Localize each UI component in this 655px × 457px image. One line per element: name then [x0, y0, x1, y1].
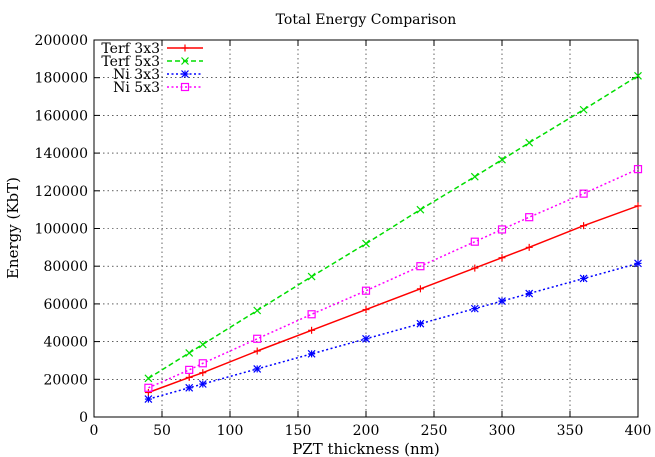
data-point — [307, 272, 316, 281]
y-tick-label: 20000 — [43, 372, 88, 388]
data-point — [308, 326, 316, 334]
data-series — [144, 71, 643, 404]
data-point — [181, 70, 189, 78]
data-point — [634, 202, 642, 210]
data-point — [253, 306, 262, 315]
data-point — [253, 347, 261, 355]
y-tick-label: 200000 — [35, 33, 88, 49]
data-point — [634, 259, 642, 268]
data-point — [361, 286, 371, 295]
y-axis-label: Energy (KbT) — [4, 177, 22, 279]
y-tick-label: 100000 — [35, 222, 88, 238]
data-point — [580, 222, 588, 230]
data-point — [525, 213, 534, 222]
data-point — [634, 71, 642, 80]
data-point — [307, 310, 316, 319]
x-tick-label: 400 — [625, 423, 652, 439]
data-point — [471, 264, 479, 272]
series-1 — [144, 71, 642, 383]
series-line — [148, 75, 639, 380]
data-point — [181, 44, 189, 52]
y-tick-label: 180000 — [35, 71, 88, 87]
series-line — [148, 262, 639, 400]
data-point — [498, 155, 506, 164]
data-point — [525, 138, 534, 147]
data-point — [498, 254, 506, 262]
legend-label: Ni 5x3 — [113, 80, 160, 96]
data-point — [144, 374, 153, 383]
series-3 — [144, 165, 643, 392]
data-point — [185, 373, 193, 381]
y-tick-label: 160000 — [35, 108, 88, 124]
data-point — [362, 239, 370, 248]
data-point — [416, 262, 425, 271]
data-point — [253, 334, 262, 343]
y-tick-label: 140000 — [35, 146, 88, 162]
data-point — [416, 285, 424, 293]
data-point — [198, 359, 207, 368]
data-point — [633, 165, 643, 174]
x-tick-label: 0 — [90, 423, 99, 439]
legend-label: Terf 5x3 — [101, 54, 160, 70]
data-point — [199, 369, 207, 377]
y-tick-label: 120000 — [35, 184, 88, 200]
legend-label: Terf 3x3 — [101, 41, 160, 57]
data-point — [497, 225, 507, 234]
y-tick-label: 60000 — [43, 297, 88, 313]
series-0 — [144, 202, 642, 396]
data-point — [307, 349, 316, 358]
data-point — [498, 297, 506, 305]
x-tick-label: 200 — [353, 423, 380, 439]
data-point — [362, 306, 370, 314]
data-point — [470, 304, 479, 313]
data-point — [362, 334, 370, 343]
x-tick-label: 300 — [489, 423, 516, 439]
series-line — [148, 205, 639, 394]
data-point — [185, 383, 194, 392]
data-point — [144, 383, 153, 392]
data-point — [416, 319, 425, 328]
data-point — [180, 82, 190, 92]
chart-title: Total Energy Comparison — [276, 12, 457, 28]
y-tick-label: 40000 — [43, 335, 88, 351]
axis-ticks: 0 50 100 150 200 250 300 350 400 0 20000 40000 60000… — [35, 33, 652, 439]
x-tick-label: 350 — [557, 423, 584, 439]
series-2 — [144, 259, 642, 404]
data-point — [416, 205, 425, 214]
x-tick-label: 150 — [285, 423, 312, 439]
data-point — [144, 388, 152, 396]
y-tick-label: 0 — [79, 410, 88, 426]
data-point — [579, 105, 588, 114]
data-point — [579, 274, 588, 283]
y-tick-label: 80000 — [43, 259, 88, 275]
data-point — [525, 243, 533, 251]
data-point — [525, 289, 534, 298]
data-point — [470, 172, 479, 181]
x-tick-label: 250 — [421, 423, 448, 439]
x-tick-label: 100 — [217, 423, 244, 439]
data-point — [198, 340, 207, 349]
data-point — [144, 395, 153, 404]
x-axis-label: PZT thickness (nm) — [292, 440, 440, 457]
data-point — [181, 57, 189, 65]
data-point — [185, 348, 194, 357]
legend-label: Ni 3x3 — [113, 67, 160, 83]
data-point — [579, 189, 588, 198]
data-point — [470, 237, 479, 246]
x-tick-label: 50 — [153, 423, 171, 439]
data-point — [198, 380, 207, 388]
data-point — [185, 365, 194, 374]
data-point — [253, 365, 262, 373]
